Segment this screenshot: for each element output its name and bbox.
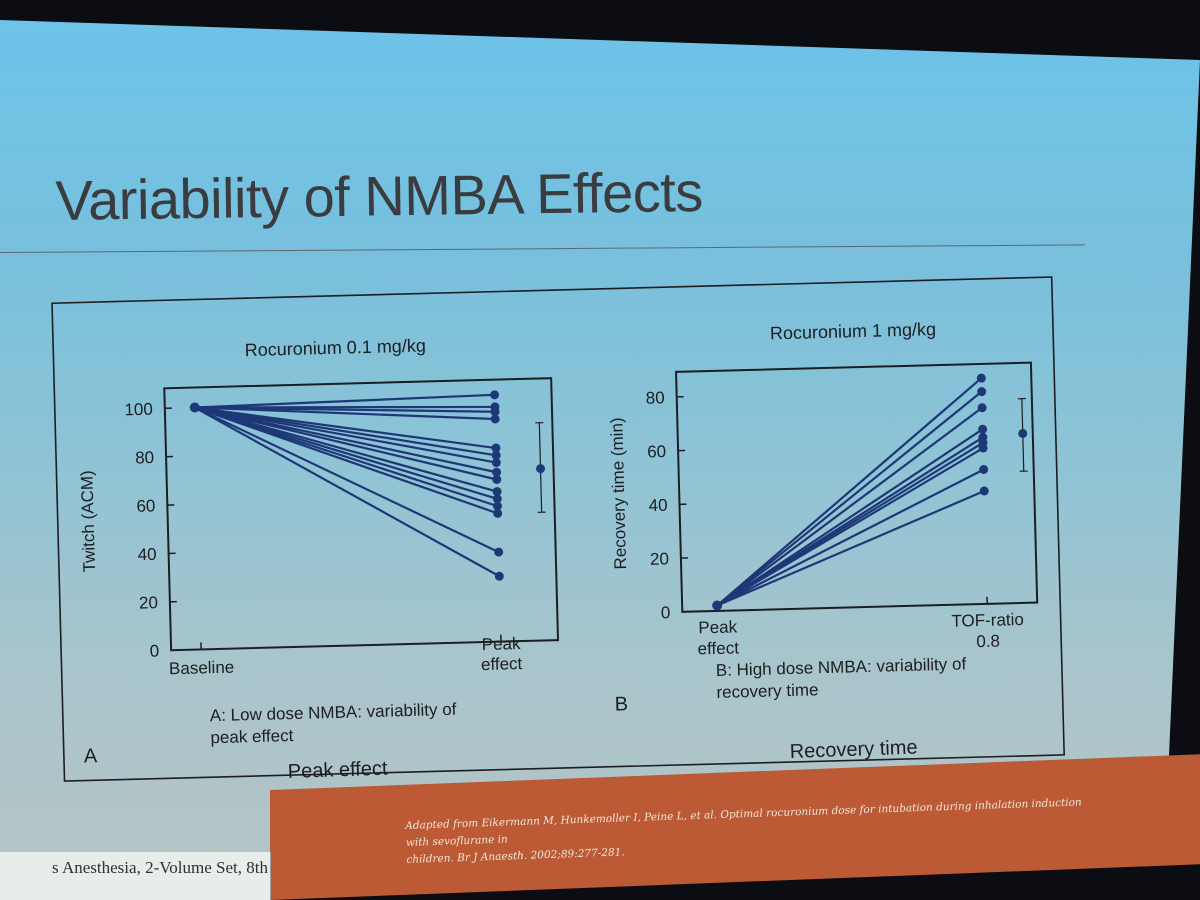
panel-a-ytick-label: 60 [136, 496, 155, 515]
panel-b-end-point [978, 443, 988, 453]
caption-recovery-time: Recovery time [789, 737, 918, 763]
panel-b-xlabel: effect [697, 638, 739, 658]
panel-b-series-line [716, 428, 984, 607]
panel-b-end-point [976, 373, 986, 383]
panel-a-caption: peak effect [210, 726, 294, 747]
panel-a-peak-point [492, 494, 502, 504]
panel-a-peak-point [490, 414, 500, 424]
panel-a-plot-area [163, 377, 560, 652]
panel-b-ytick-label: 80 [646, 388, 665, 407]
panel-b-caption: recovery time [716, 680, 818, 702]
panel-a-ytick-label: 0 [149, 642, 159, 661]
panel-a-title: Rocuronium 0.1 mg/kg [245, 335, 427, 360]
caption-peak-effect: Peak effect [287, 758, 388, 783]
panel-b-xlabel: 0.8 [976, 632, 1000, 652]
panel-a-ytick-label: 100 [124, 400, 153, 420]
panel-a-series-line [194, 406, 498, 493]
panel-a-series-line [194, 406, 496, 421]
panel-a-series-line [194, 406, 497, 474]
panel-a-peak-point [490, 407, 500, 417]
figure-frame [51, 276, 1066, 782]
panel-a-series-line [194, 406, 498, 500]
panel-a-series-line [194, 406, 497, 464]
panel-b-series-line [716, 406, 983, 607]
panel-b-xlabel: TOF-ratio [951, 610, 1024, 631]
panel-b-series-line [716, 377, 983, 607]
panel-a-series-line [194, 406, 496, 413]
footer-book-title: s Anesthesia, 2-Volume Set, 8th [52, 858, 268, 877]
panel-a-peak-point [491, 450, 501, 460]
footer-book-box [0, 852, 271, 900]
panel-b-ytick-label: 60 [647, 442, 666, 461]
panel-a: Rocuronium 0.1 mg/kg 0 20 40 60 80 100 Twitch (… [77, 335, 560, 747]
panel-a-peak-point [493, 508, 503, 518]
panel-a-caption: A: Low dose NMBA: variability of [210, 700, 457, 725]
panel-b-series-line [716, 489, 985, 607]
panel-b: Rocuronium 1 mg/kg 0 20 40 60 80 Recovery time… [607, 319, 1039, 702]
panel-a-series-line [194, 406, 498, 481]
panel-b-series-line [716, 390, 983, 607]
panel-a-peak-point [494, 547, 504, 557]
panel-a-peak-point [491, 443, 501, 453]
panel-b-xlabel: Peak [698, 617, 738, 637]
panel-a-peak-point [492, 474, 502, 484]
panel-a-ytick-label: 20 [139, 593, 158, 612]
panel-b-ytick-label: 20 [650, 549, 669, 568]
panel-b-end-point [978, 424, 988, 434]
panel-b-plot-area [675, 361, 1039, 613]
panel-a-series-line [194, 406, 499, 515]
panel-b-title: Rocuronium 1 mg/kg [770, 319, 937, 343]
panel-b-end-point [979, 486, 989, 496]
panel-b-series-line [716, 468, 985, 607]
panel-b-letter: B [614, 693, 628, 715]
panel-a-peak-point [492, 487, 502, 497]
panel-b-ytick-label: 0 [661, 603, 671, 622]
panel-a-ylabel: Twitch (ACM) [77, 470, 99, 572]
panel-a-mean-point [536, 464, 546, 474]
panel-a-series-line [194, 406, 498, 508]
panel-a-series-line [194, 393, 495, 409]
panel-b-series-line [716, 447, 984, 607]
panel-a-ytick-label: 40 [137, 545, 156, 564]
panel-a-xlabel: effect [481, 654, 523, 674]
panel-b-end-point [979, 465, 989, 475]
panel-b-start-point [712, 600, 723, 611]
panel-b-end-point [977, 387, 987, 397]
panel-a-xlabel: Baseline [169, 658, 235, 679]
panel-a-series-line [194, 406, 497, 450]
panel-a-peak-point [491, 458, 501, 468]
panel-a-series-line [194, 406, 500, 554]
panel-a-series-line [194, 406, 500, 578]
panel-a-xlabel: Peak [481, 634, 521, 654]
panel-a-ytick-label: 80 [135, 448, 154, 467]
panel-b-mean-point [1018, 429, 1028, 439]
panel-b-caption: B: High dose NMBA: variability of [716, 654, 967, 680]
panel-a-peak-point [492, 501, 502, 511]
panel-a-series-line [194, 406, 497, 457]
panel-b-ylabel: Recovery time (min) [607, 417, 630, 570]
panel-b-end-point [977, 403, 987, 413]
panel-a-letter: A [84, 745, 99, 767]
panel-b-ytick-label: 40 [648, 496, 667, 515]
panel-a-peak-point [494, 571, 504, 581]
panel-a-baseline-point [189, 402, 200, 413]
panel-a-peak-point [490, 390, 500, 400]
panel-a-peak-point [492, 467, 502, 477]
